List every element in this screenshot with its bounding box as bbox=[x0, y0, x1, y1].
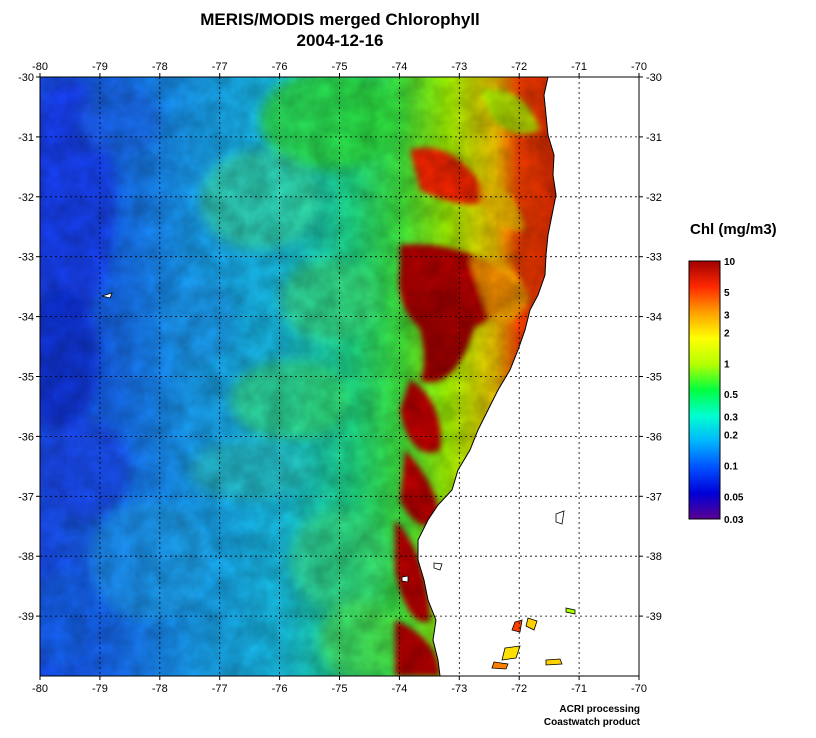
lat-label-left: -33 bbox=[18, 252, 34, 264]
colorbar-label: 0.3 bbox=[724, 413, 738, 424]
land-mass bbox=[417, 77, 639, 676]
graticule bbox=[36, 73, 643, 680]
lon-label-top: -73 bbox=[451, 61, 467, 73]
lat-label-right: -35 bbox=[646, 372, 662, 384]
lon-label-bottom: -76 bbox=[272, 683, 288, 695]
colorbar: 10 5 3 2 1 0.5 0.3 0.2 0.1 0.05 0.03 bbox=[688, 257, 744, 526]
lat-label-left: -35 bbox=[18, 372, 34, 384]
colorbar-label: 2 bbox=[724, 328, 730, 339]
lon-label-bottom: -73 bbox=[451, 683, 467, 695]
lon-label-top: -80 bbox=[32, 61, 48, 73]
lon-label-bottom: -71 bbox=[571, 683, 587, 695]
lat-label-right: -39 bbox=[646, 611, 662, 623]
lat-label-right: -33 bbox=[646, 252, 662, 264]
colorbar-rect bbox=[688, 260, 721, 520]
chlorophyll-field bbox=[40, 77, 639, 676]
tick-labels: -80 -80 -79 -79 -78 -78 -77 -77 -76 -76 -75 -75 -74 -… bbox=[18, 61, 662, 695]
lon-label-top: -77 bbox=[212, 61, 228, 73]
figure-date: 2004-12-16 bbox=[296, 31, 384, 50]
colorbar-label: 0.05 bbox=[724, 492, 744, 503]
lat-label-left: -36 bbox=[18, 431, 34, 443]
lat-label-left: -32 bbox=[18, 192, 34, 204]
lat-label-left: -34 bbox=[18, 312, 34, 324]
lat-label-left: -38 bbox=[18, 551, 34, 563]
colorbar-label: 3 bbox=[724, 310, 730, 321]
figure-title: MERIS/MODIS merged Chlorophyll bbox=[200, 10, 480, 29]
credit-processing: ACRI processing bbox=[559, 704, 640, 715]
islands bbox=[100, 292, 576, 670]
credit-product: Coastwatch product bbox=[543, 717, 640, 728]
colorbar-label: 0.2 bbox=[724, 431, 738, 442]
colorbar-label: 0.1 bbox=[724, 462, 738, 473]
lon-label-top: -72 bbox=[511, 61, 527, 73]
lon-label-bottom: -70 bbox=[631, 683, 647, 695]
lon-label-bottom: -77 bbox=[212, 683, 228, 695]
colorbar-labels: 10 5 3 2 1 0.5 0.3 0.2 0.1 0.05 0.03 bbox=[724, 257, 744, 526]
colorbar-label: 5 bbox=[724, 288, 730, 299]
lat-label-right: -36 bbox=[646, 431, 662, 443]
lon-label-top: -78 bbox=[152, 61, 168, 73]
lat-label-right: -32 bbox=[646, 192, 662, 204]
lon-label-top: -70 bbox=[631, 61, 647, 73]
lat-label-right: -30 bbox=[646, 72, 662, 84]
lat-label-right: -38 bbox=[646, 551, 662, 563]
lon-label-top: -79 bbox=[92, 61, 108, 73]
lon-label-top: -74 bbox=[391, 61, 407, 73]
colorbar-title: Chl (mg/m3) bbox=[690, 221, 777, 238]
lon-label-top: -75 bbox=[332, 61, 348, 73]
colorbar-label: 0.03 bbox=[724, 515, 744, 526]
lat-label-left: -39 bbox=[18, 611, 34, 623]
lon-label-top: -76 bbox=[272, 61, 288, 73]
colorbar-label: 0.5 bbox=[724, 390, 738, 401]
lon-label-top: -71 bbox=[571, 61, 587, 73]
lon-label-bottom: -78 bbox=[152, 683, 168, 695]
colorbar-label: 1 bbox=[724, 359, 730, 370]
lon-label-bottom: -75 bbox=[332, 683, 348, 695]
lat-label-right: -34 bbox=[646, 312, 662, 324]
lon-label-bottom: -74 bbox=[391, 683, 407, 695]
lat-label-left: -30 bbox=[18, 72, 34, 84]
lat-label-left: -31 bbox=[18, 132, 34, 144]
lat-label-right: -31 bbox=[646, 132, 662, 144]
lon-label-bottom: -80 bbox=[32, 683, 48, 695]
lat-label-right: -37 bbox=[646, 491, 662, 503]
lon-label-bottom: -72 bbox=[511, 683, 527, 695]
lat-label-left: -37 bbox=[18, 491, 34, 503]
lon-label-bottom: -79 bbox=[92, 683, 108, 695]
colorbar-label: 10 bbox=[724, 257, 736, 268]
